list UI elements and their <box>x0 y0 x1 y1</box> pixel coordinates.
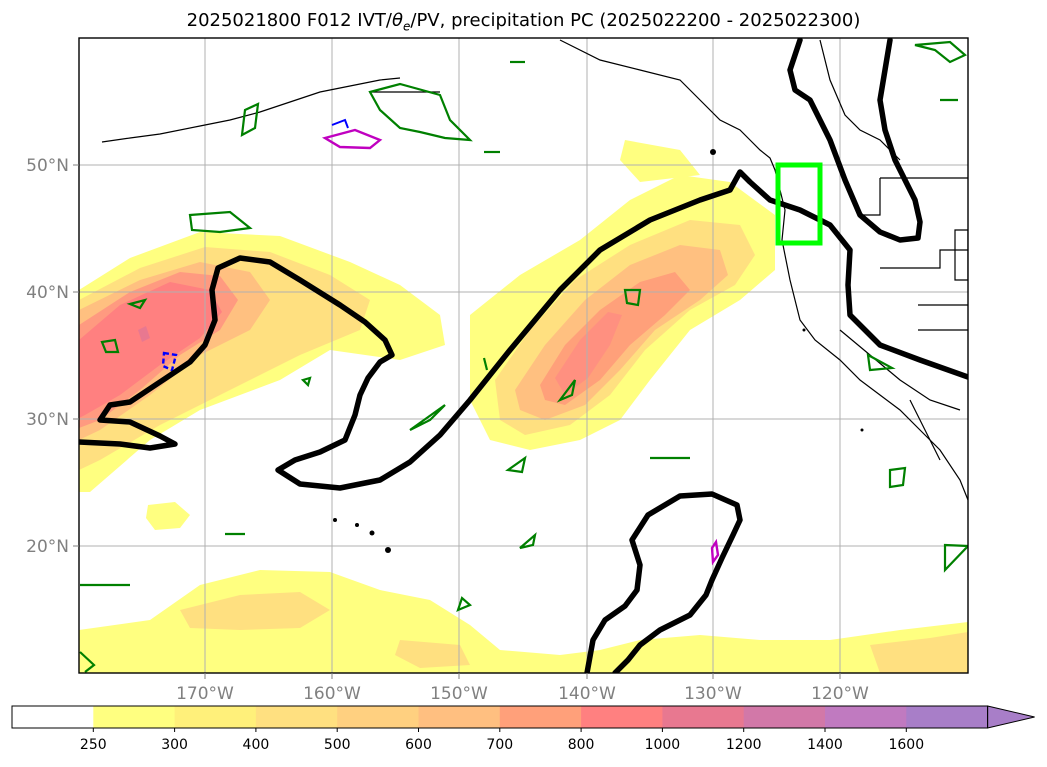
colorbar-swatch <box>581 706 663 728</box>
pv-contours <box>79 40 968 673</box>
colorbar-swatch <box>337 706 419 728</box>
lon-tick-label: 140°W <box>558 684 616 704</box>
colorbar-swatch <box>12 706 94 728</box>
colorbar-level-label: 250 <box>80 737 107 753</box>
lon-tick-label: 120°W <box>811 684 869 704</box>
colorbar-level-label: 1200 <box>726 737 762 753</box>
colorbar: 250 300 400 500 600 700 800 1000 1200 1400 1600 <box>11 705 1035 753</box>
colorbar-level-label: 400 <box>243 737 270 753</box>
ivt-plume-west <box>79 232 445 530</box>
lat-tick-label: 50°N <box>26 156 69 176</box>
map-layers <box>79 38 968 673</box>
colorbar-swatch <box>499 706 582 728</box>
ivt-band-south <box>79 570 968 673</box>
colorbar-level-label: 800 <box>568 737 595 753</box>
colorbar-level-label: 300 <box>161 737 188 753</box>
lon-tick-label: 170°W <box>176 684 234 704</box>
lat-tick-label: 40°N <box>26 283 69 303</box>
lon-tick-label: 160°W <box>303 684 361 704</box>
blue-contour-north <box>331 118 349 129</box>
colorbar-level-label: 1000 <box>645 737 681 753</box>
map-frame <box>78 37 969 674</box>
colorbar-swatch <box>906 706 989 728</box>
colorbar-level-label: 500 <box>324 737 351 753</box>
theta-e-contours <box>79 38 968 673</box>
lat-tick-label: 30°N <box>26 410 69 430</box>
ivt-plume-central <box>470 140 775 450</box>
colorbar-extend-arrow <box>987 705 1035 729</box>
colorbar-swatch <box>662 706 745 728</box>
colorbar-swatch <box>825 706 907 728</box>
axis-ticks <box>73 164 841 679</box>
colorbar-swatch <box>418 706 501 728</box>
lat-tick-label: 20°N <box>26 537 69 557</box>
blue-dashed-contour <box>161 351 178 372</box>
colorbar-swatch <box>255 706 338 728</box>
lon-tick-label: 130°W <box>684 684 742 704</box>
colorbar-level-label: 700 <box>486 737 513 753</box>
colorbar-level-label: 1400 <box>807 737 843 753</box>
coastlines <box>101 39 968 501</box>
lon-tick-label: 150°W <box>430 684 488 704</box>
magenta-contour-north <box>321 128 383 150</box>
islands <box>333 149 864 553</box>
colorbar-swatch <box>743 706 826 728</box>
colorbar-swatch <box>93 706 176 728</box>
colorbar-swatch <box>174 706 257 728</box>
magenta-contour-south <box>710 538 720 566</box>
colorbar-level-label: 1600 <box>888 737 924 753</box>
colorbar-level-label: 600 <box>405 737 432 753</box>
map-title: 2025021800 F012 IVT/θe/PV, precipitation… <box>186 10 861 34</box>
highlight-box <box>775 162 823 246</box>
